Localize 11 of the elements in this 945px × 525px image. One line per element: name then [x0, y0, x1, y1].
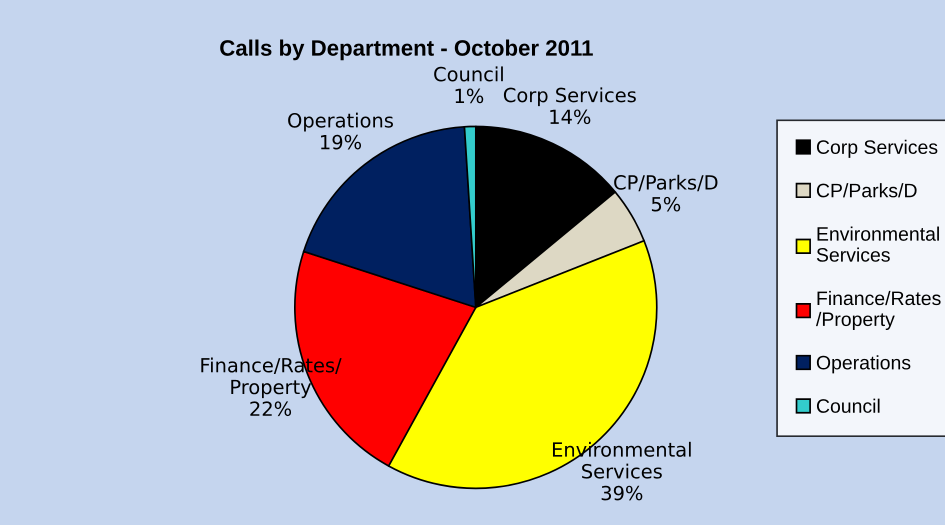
data-label: Corp Services 14%	[504, 87, 636, 124]
legend-label: Corp Services	[816, 140, 938, 158]
data-label: Council 1%	[434, 66, 503, 104]
data-label: Operations 19%	[288, 112, 393, 150]
legend-label: CP/Parks/D	[816, 183, 917, 198]
legend-label: Finance/Rates /Property	[816, 290, 941, 330]
data-label: CP/Parks/D 5%	[614, 174, 718, 212]
legend-label: Environmental Services	[816, 226, 939, 262]
legend-label: Council	[816, 398, 880, 413]
legend-label: Operations	[816, 355, 910, 374]
chart-title: Calls by Department - October 2011	[220, 40, 593, 60]
